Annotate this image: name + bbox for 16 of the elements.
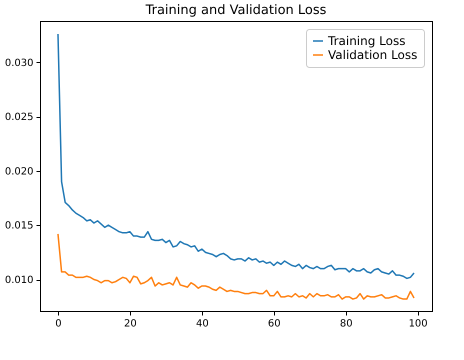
line-series [57, 33, 415, 280]
line-series [57, 233, 415, 300]
legend-label: Validation Loss [328, 48, 418, 62]
x-tick-label: 60 [268, 318, 281, 330]
y-tick-label: 0.010 [4, 275, 34, 286]
y-tick-label: 0.020 [4, 166, 34, 178]
x-tick-label: 20 [124, 318, 137, 330]
x-tick-label: 40 [196, 318, 209, 330]
legend-label: Training Loss [327, 34, 406, 48]
y-tick-label: 0.015 [4, 220, 34, 232]
x-tick-label: 80 [340, 318, 353, 330]
x-tick-label: 0 [55, 318, 62, 330]
x-tick-label: 100 [408, 318, 428, 330]
y-tick-label: 0.030 [4, 58, 34, 69]
y-tick-label: 0.025 [4, 112, 34, 124]
chart-title: Training and Validation Loss [144, 3, 327, 18]
